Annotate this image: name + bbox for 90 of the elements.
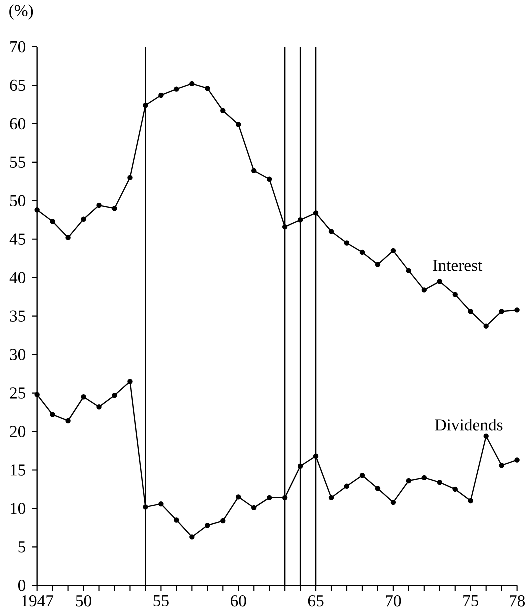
y-tick-label: 25	[10, 388, 26, 399]
x-tick-label: 50	[76, 595, 92, 607]
point	[375, 262, 381, 268]
point	[313, 210, 319, 216]
point	[236, 122, 242, 128]
y-tick-label: 65	[10, 80, 26, 92]
point	[328, 229, 334, 234]
point	[360, 250, 366, 256]
point	[81, 216, 86, 222]
point	[499, 309, 504, 314]
point	[344, 240, 350, 246]
point	[66, 235, 71, 240]
point	[236, 494, 242, 500]
point	[390, 248, 396, 254]
point	[190, 534, 195, 540]
x-tick-label: 55	[154, 595, 169, 607]
point	[220, 108, 226, 114]
point	[174, 86, 180, 92]
y-tick-label: 35	[10, 310, 26, 322]
point	[406, 268, 412, 274]
point	[128, 379, 133, 384]
point	[174, 518, 180, 523]
point	[190, 81, 195, 87]
point	[328, 495, 334, 501]
x-tick-label: 70	[386, 595, 402, 607]
point	[484, 434, 489, 439]
y-tick-label: 0	[18, 580, 26, 592]
point	[50, 412, 56, 418]
point	[128, 175, 133, 180]
point	[422, 288, 428, 293]
x-tick-label: 65	[308, 595, 324, 607]
point	[34, 208, 40, 213]
point	[34, 392, 40, 398]
point	[484, 324, 489, 329]
point	[266, 495, 272, 501]
point	[313, 454, 319, 459]
point	[360, 473, 366, 478]
point	[437, 480, 442, 486]
point	[112, 392, 118, 398]
x-tick-label: 78	[510, 595, 526, 607]
y-tick-label: 70	[10, 41, 26, 53]
point	[468, 309, 474, 314]
y-tick-label: 40	[10, 272, 26, 284]
point	[252, 168, 257, 174]
point	[143, 102, 148, 108]
y-tick-label: 10	[10, 503, 26, 514]
point	[514, 458, 520, 463]
point	[96, 404, 102, 410]
point	[390, 500, 396, 506]
point	[143, 504, 148, 510]
point	[452, 292, 458, 298]
point	[266, 176, 272, 182]
point	[514, 308, 520, 313]
point	[282, 224, 288, 230]
point	[298, 218, 304, 223]
point	[452, 486, 458, 492]
y-tick-label: 50	[10, 195, 26, 207]
y-tick-label: 55	[10, 156, 26, 168]
x-tick-label: 1947	[22, 595, 54, 607]
x-tick-label: 75	[464, 595, 479, 607]
point	[375, 486, 381, 492]
point	[468, 498, 474, 504]
series-label: Dividends	[435, 419, 503, 431]
y-tick-label: 45	[10, 234, 26, 245]
point	[66, 418, 71, 424]
point	[252, 505, 257, 511]
y-tick-label: 15	[10, 464, 26, 476]
point	[499, 463, 504, 468]
point	[205, 86, 210, 92]
point	[282, 495, 288, 501]
point	[344, 484, 350, 489]
point	[406, 478, 412, 484]
y-tick-label: 5	[18, 542, 26, 553]
point	[437, 279, 442, 284]
point	[96, 202, 102, 208]
y-tick-label: 20	[10, 426, 26, 438]
point	[220, 518, 226, 524]
point	[205, 523, 210, 528]
point	[298, 464, 304, 469]
y-tick-label: 60	[10, 118, 26, 130]
point	[50, 219, 56, 224]
series-label: Interest	[433, 260, 483, 272]
x-tick-label: 60	[230, 595, 246, 607]
point	[158, 92, 164, 98]
point	[158, 501, 164, 507]
point	[81, 394, 86, 400]
y-tick-label: 30	[10, 349, 26, 360]
point	[112, 206, 118, 212]
y-axis-title: (%)	[10, 4, 34, 20]
point	[422, 475, 428, 481]
